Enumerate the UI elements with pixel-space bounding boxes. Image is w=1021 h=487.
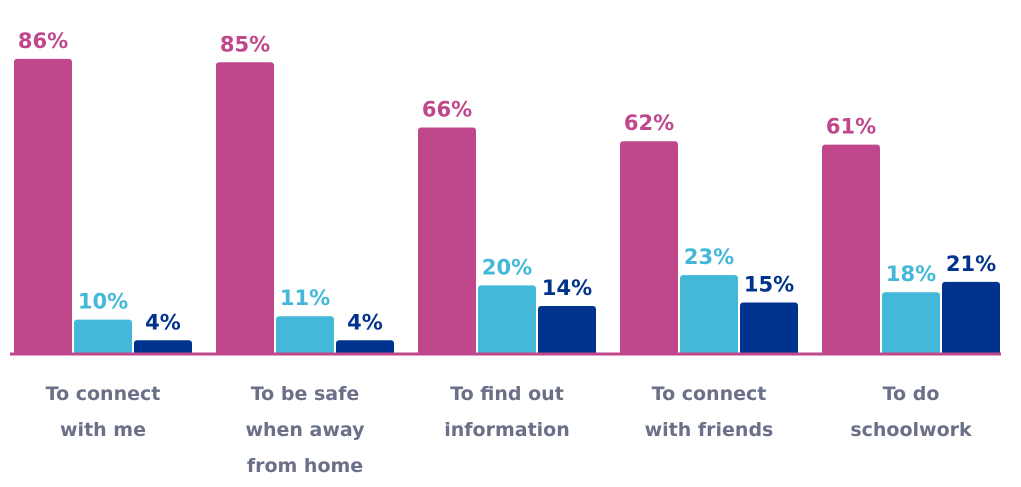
value-label-5-series-3: 21%	[946, 252, 996, 276]
value-label-1-series-2: 10%	[78, 290, 128, 314]
value-label-2-series-1: 85%	[220, 32, 270, 56]
bar-1-series-1	[14, 58, 72, 356]
category-label-5-line-1: To do	[883, 383, 940, 405]
value-labels-layer: 86% 10% 4% 85% 11% 4% 66% 20% 14% 62% 23% 15% 61% 18%…	[18, 29, 996, 334]
bar-4-series-3	[740, 302, 798, 355]
category-label-5: To do schoolwork	[850, 383, 972, 441]
category-label-2: To be safe when away from home	[245, 383, 365, 477]
bar-4-series-2	[680, 275, 738, 355]
category-label-4-line-1: To connect	[652, 383, 767, 405]
category-label-5-line-2: schoolwork	[850, 419, 972, 441]
value-label-5-series-2: 18%	[886, 262, 936, 286]
category-label-2-line-3: from home	[247, 455, 363, 477]
bar-5-series-2	[882, 292, 940, 355]
value-label-3-series-3: 14%	[542, 276, 592, 300]
category-label-1: To connect with me	[46, 383, 161, 441]
category-label-1-line-1: To connect	[46, 383, 161, 405]
category-label-2-line-1: To be safe	[251, 383, 360, 405]
category-label-1-line-2: with me	[60, 419, 146, 441]
value-label-3-series-1: 66%	[422, 97, 472, 121]
bar-1-series-3	[134, 340, 192, 355]
bar-4-series-1	[620, 141, 678, 355]
category-label-3-line-1: To find out	[450, 383, 564, 405]
bar-2-series-1	[216, 62, 274, 355]
bar-5-series-1	[822, 144, 880, 355]
bars-layer	[14, 58, 1000, 356]
value-label-2-series-2: 11%	[280, 286, 330, 310]
bar-3-series-2	[478, 285, 536, 355]
bar-5-series-3	[942, 281, 1000, 355]
category-label-3: To find out information	[444, 383, 570, 441]
bar-3-series-1	[418, 127, 476, 355]
value-label-4-series-2: 23%	[684, 245, 734, 269]
category-label-2-line-2: when away	[245, 419, 365, 441]
category-labels-layer: To connect with me To be safe when away from…	[46, 383, 972, 477]
value-label-2-series-3: 4%	[347, 310, 383, 334]
bar-3-series-3	[538, 305, 596, 355]
value-label-1-series-3: 4%	[145, 310, 181, 334]
value-label-5-series-1: 61%	[826, 115, 876, 139]
bar-2-series-2	[276, 316, 334, 355]
category-label-3-line-2: information	[444, 419, 570, 441]
value-label-4-series-3: 15%	[744, 273, 794, 297]
category-label-4: To connect with friends	[645, 383, 774, 441]
value-label-3-series-2: 20%	[482, 255, 532, 279]
value-label-4-series-1: 62%	[624, 111, 674, 135]
category-label-4-line-2: with friends	[645, 419, 774, 441]
bar-2-series-3	[336, 340, 394, 355]
bar-1-series-2	[74, 319, 132, 355]
value-label-1-series-1: 86%	[18, 29, 68, 53]
